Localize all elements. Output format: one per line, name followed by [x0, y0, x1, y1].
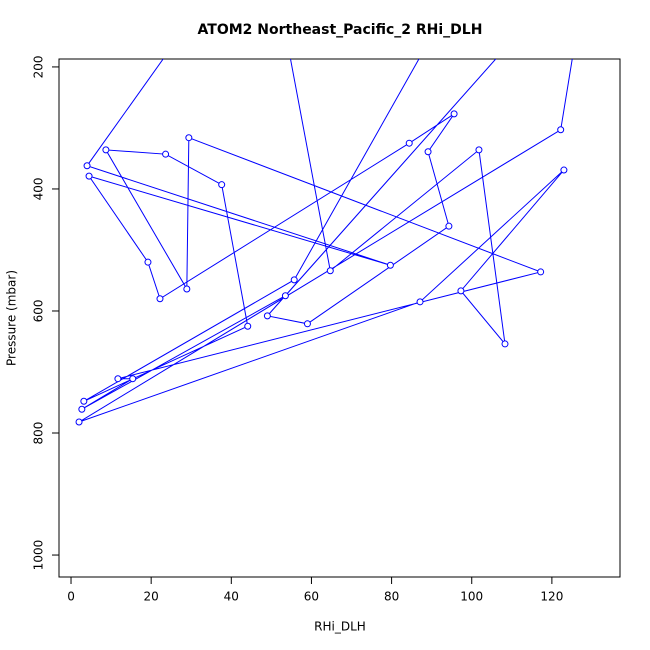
x-tick-label: 120	[540, 590, 563, 604]
data-point	[281, 292, 289, 300]
data-point	[573, 33, 579, 39]
data-point	[405, 139, 413, 147]
series-line	[78, 59, 573, 423]
x-tick-label: 0	[67, 590, 75, 604]
data-point	[144, 258, 152, 266]
x-tick-label: 20	[144, 590, 159, 604]
x-tick-label: 80	[384, 590, 399, 604]
y-tick-label: 1000	[32, 540, 46, 571]
data-point	[83, 162, 91, 170]
plot-frame	[58, 58, 621, 578]
data-point	[501, 340, 509, 348]
chart-title: ATOM2 Northeast_Pacific_2 RHi_DLH	[198, 22, 483, 38]
data-point	[457, 287, 465, 295]
data-point	[326, 267, 334, 275]
data-point	[156, 295, 164, 303]
data-point	[176, 33, 182, 39]
data-point	[557, 126, 565, 134]
data-point	[475, 146, 483, 154]
data-point	[450, 110, 458, 118]
data-point	[75, 418, 83, 426]
data-point	[424, 148, 432, 156]
data-point	[284, 40, 290, 46]
data-point	[185, 134, 193, 142]
data-point	[386, 261, 394, 269]
data-point	[85, 172, 93, 180]
data-point	[78, 405, 86, 413]
y-axis-label: Pressure (mbar)	[5, 270, 19, 366]
data-point	[513, 33, 519, 39]
data-point	[263, 312, 271, 320]
data-point	[102, 146, 110, 154]
data-point	[290, 276, 298, 284]
x-axis-label: RHi_DLH	[314, 620, 366, 634]
data-point	[416, 298, 424, 306]
x-tick-label: 100	[460, 590, 483, 604]
y-tick-label: 400	[32, 178, 46, 201]
data-point	[114, 375, 122, 383]
data-point	[183, 285, 191, 293]
data-point	[560, 166, 568, 174]
y-tick-label: 200	[32, 55, 46, 78]
data-point	[218, 181, 226, 189]
x-tick-label: 40	[224, 590, 239, 604]
data-point	[303, 320, 311, 328]
plot-area	[75, 33, 579, 426]
data-point	[80, 397, 88, 405]
data-point	[244, 322, 252, 330]
data-point	[537, 268, 545, 276]
data-point	[445, 222, 453, 230]
y-tick-label: 600	[32, 300, 46, 323]
data-point	[162, 150, 170, 158]
x-tick-label: 60	[304, 590, 319, 604]
data-point	[129, 375, 137, 383]
y-tick-label: 800	[32, 422, 46, 445]
